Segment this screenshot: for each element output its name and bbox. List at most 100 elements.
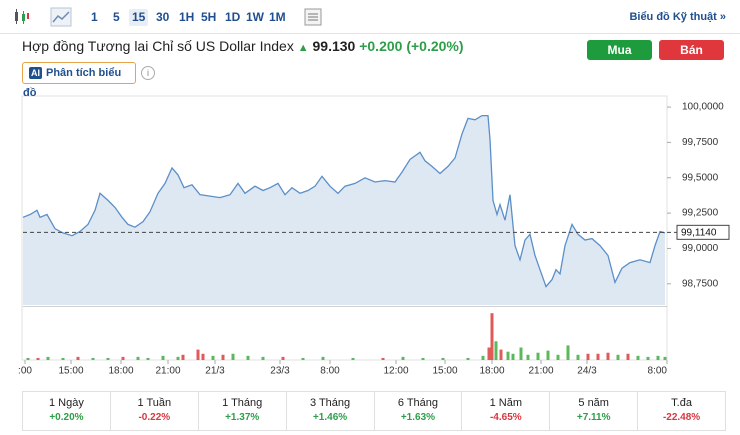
interval-button[interactable]: 1H: [179, 10, 195, 24]
volume-bar: [381, 357, 385, 360]
instrument-title: Hợp đồng Tương lai Chỉ số US Dollar Inde…: [22, 38, 294, 54]
volume-bar: [46, 356, 50, 360]
x-tick-label: 18:00: [108, 366, 133, 377]
volume-bar: [616, 354, 620, 360]
volume-bar: [636, 355, 640, 360]
change-pct: (+0.20%): [406, 38, 464, 54]
period-change: -22.48%: [662, 412, 701, 423]
volume-bar: [136, 356, 140, 360]
period-label: 3 Tháng: [309, 397, 351, 409]
volume-bar: [176, 356, 180, 360]
period-change: +1.46%: [312, 412, 348, 423]
volume-bar: [536, 352, 540, 360]
y-tick-label: 99,2500: [682, 208, 719, 219]
period-change: +7.11%: [576, 412, 611, 423]
chart-frame: [21, 95, 668, 361]
period-change: -4.65%: [489, 412, 522, 423]
period-label: 1 Ngày: [49, 397, 84, 409]
volume-bar: [576, 354, 580, 360]
volume-bar: [281, 356, 285, 360]
period-label: T.đa: [671, 397, 692, 409]
volume-bar: [511, 353, 515, 360]
volume-bar: [211, 355, 215, 360]
volume-bar: [351, 357, 355, 360]
volume-bar: [586, 353, 590, 360]
volume-bar: [663, 356, 667, 360]
y-tick-label: 99,5000: [682, 172, 719, 183]
interval-button[interactable]: 1M: [269, 10, 286, 24]
volume-bar: [26, 357, 30, 360]
settings-icon[interactable]: [304, 8, 322, 26]
buy-button[interactable]: Mua: [587, 40, 652, 60]
x-tick-label: 8:00: [320, 366, 340, 377]
period-label: 1 Năm: [489, 397, 523, 409]
period-label: 5 năm: [578, 397, 609, 409]
area-icon[interactable]: [50, 7, 72, 27]
period-label: 1 Tháng: [222, 397, 263, 409]
x-tick-label: 23/3: [270, 366, 290, 377]
volume-bar: [301, 357, 305, 360]
interval-button[interactable]: 30: [156, 10, 170, 24]
volume-bar: [656, 355, 660, 360]
volume-bar: [146, 357, 150, 360]
toolbar: Biểu đồ Kỹ thuật » 1 5 15 30 1H 5H 1D 1W 1M: [0, 0, 740, 34]
volume-bar: [61, 357, 65, 360]
volume-bar: [466, 357, 470, 360]
performance-cell: 5 năm +7.11%: [550, 392, 639, 430]
volume-bar: [606, 352, 610, 360]
volume-bar: [526, 354, 530, 360]
x-tick-label: 18:00: [479, 366, 504, 377]
volume-bar: [106, 357, 110, 360]
ai-analysis-button[interactable]: AI Phân tích biểu đồ: [22, 62, 136, 99]
volume-bar: [231, 353, 235, 360]
change: +0.200: [359, 38, 403, 54]
period-change: +0.20%: [49, 412, 84, 423]
volume-bar: [181, 354, 185, 360]
y-tick-label: 99,7500: [682, 137, 719, 148]
volume-bar: [76, 356, 80, 360]
x-tick-label: 8:00: [648, 366, 668, 377]
interval-button[interactable]: 1D: [225, 10, 241, 24]
performance-cell: 1 Tuần -0.22%: [111, 392, 199, 430]
period-label: 1 Tuần: [137, 397, 172, 409]
x-tick-label: 21/3: [205, 366, 225, 377]
volume-bar: [161, 355, 165, 360]
interval-button[interactable]: 1: [91, 10, 98, 24]
x-tick-label: 21:00: [528, 366, 553, 377]
volume-bar: [481, 355, 485, 360]
volume-bar: [401, 356, 405, 360]
last-price-box: [676, 224, 730, 240]
x-tick-label: 15:00: [58, 366, 83, 377]
last-price-label: 99,1140: [681, 227, 717, 238]
performance-table: 1 Ngày +0.20% 1 Tuần -0.22% 1 Tháng +1.37% 3 T…: [22, 391, 726, 431]
ai-badge: AI: [29, 67, 42, 79]
volume-bar: [321, 356, 325, 360]
volume-bar: [506, 351, 510, 360]
interval-button[interactable]: 5H: [201, 10, 217, 24]
volume-bar: [566, 345, 570, 360]
period-change: +1.63%: [400, 412, 436, 423]
volume-bar: [196, 349, 200, 360]
interval-button[interactable]: 1W: [246, 10, 264, 24]
volume-bar: [121, 356, 125, 360]
volume-bar: [91, 357, 95, 360]
period-change: -0.22%: [138, 412, 171, 423]
volume-bar: [646, 356, 650, 360]
y-tick-label: 98,7500: [682, 278, 719, 289]
x-tick-label: 24/3: [577, 366, 597, 377]
technical-link[interactable]: Biểu đồ Kỹ thuật »: [629, 11, 726, 23]
volume-bar: [421, 357, 425, 360]
info-icon[interactable]: i: [141, 66, 155, 80]
sell-button[interactable]: Bán: [659, 40, 724, 60]
y-tick-label: 100,0000: [682, 102, 724, 113]
interval-button[interactable]: 5: [113, 10, 120, 24]
interval-button[interactable]: 15: [129, 9, 149, 26]
volume-bar: [499, 349, 503, 360]
candle-icon[interactable]: [12, 7, 32, 27]
volume-bar: [201, 353, 205, 360]
instrument-header: Hợp đồng Tương lai Chỉ số US Dollar Inde…: [22, 38, 464, 54]
x-tick-label: 12:00: [383, 366, 408, 377]
price: 99.130: [312, 38, 356, 54]
